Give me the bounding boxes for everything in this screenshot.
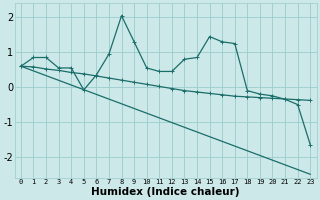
X-axis label: Humidex (Indice chaleur): Humidex (Indice chaleur) xyxy=(91,187,240,197)
